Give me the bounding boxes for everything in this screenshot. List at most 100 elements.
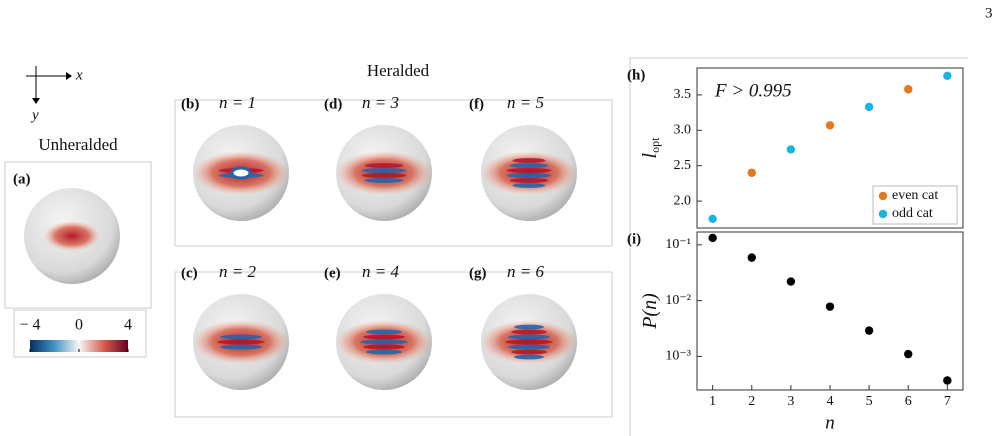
fringe (361, 173, 407, 178)
y-tick-label: 2.0 (674, 193, 692, 208)
colorbar-tick-label: 0 (75, 317, 83, 334)
panel-frame (4, 161, 152, 309)
wigner-pattern (336, 320, 432, 364)
legend-box (872, 185, 958, 225)
fringe (512, 183, 546, 188)
y-tick-label: 10⁻¹ (665, 237, 691, 252)
point (708, 214, 717, 223)
fringe (508, 334, 550, 340)
fringe (514, 324, 544, 330)
wigner-pattern (481, 320, 577, 364)
legend-label: even cat (892, 188, 938, 203)
fringe (364, 178, 404, 183)
point (825, 302, 835, 311)
panel-label: (g) (469, 265, 487, 281)
fringe (508, 344, 550, 350)
blob (336, 151, 432, 195)
x-tick-label: 6 (905, 394, 912, 409)
point (747, 168, 756, 177)
fringe (506, 168, 552, 173)
fringe (360, 339, 408, 345)
fringe (361, 168, 407, 173)
arrow-head (66, 72, 72, 80)
heralded-title: Heralded (367, 61, 430, 80)
panel-caption: n = 2 (219, 262, 256, 281)
wigner-pattern (193, 151, 289, 195)
panel-label: (c) (181, 265, 198, 281)
fringe (220, 344, 262, 350)
colorbar-tick-label: 4 (124, 317, 132, 334)
unheralded-title: Unheralded (38, 135, 118, 154)
panel-label: (d) (324, 96, 342, 112)
y-tick-label: 3.5 (674, 87, 692, 102)
point (904, 85, 913, 94)
annotation: F > 0.995 (714, 80, 792, 101)
fringe (509, 163, 549, 168)
fringe (512, 158, 546, 163)
x-tick-label: 1 (709, 394, 716, 409)
panel-label: (a) (13, 171, 31, 187)
point (747, 253, 756, 262)
fringe (511, 329, 547, 335)
panel-label: (e) (324, 265, 341, 281)
fringe (506, 173, 552, 178)
y-axis-title: P(n) (639, 293, 661, 330)
fringe (364, 163, 404, 168)
wigner-pattern (336, 151, 432, 195)
point (786, 145, 796, 154)
wigner-pattern (481, 151, 577, 195)
panel-caption: n = 5 (507, 93, 544, 112)
fringe (509, 178, 549, 183)
fringe (230, 166, 252, 180)
y-label: y (30, 107, 39, 123)
fringe (511, 349, 547, 355)
legend-marker (878, 209, 888, 219)
x-tick-label: 2 (748, 394, 755, 409)
x-tick-label: 5 (866, 394, 873, 409)
point (864, 102, 874, 112)
panel-frame (174, 271, 613, 418)
point (825, 121, 835, 130)
panel-label: (f) (469, 96, 484, 112)
page-number: 3 (985, 5, 993, 21)
point (904, 349, 913, 359)
panel-label: (b) (181, 96, 199, 112)
x-tick-label: 3 (787, 394, 794, 409)
x-axis-title: n (825, 412, 835, 433)
panel-caption: n = 3 (362, 93, 399, 112)
y-tick-label: 3.0 (674, 123, 692, 138)
y-axis-title: lopt (639, 137, 662, 159)
fringe (505, 339, 553, 345)
y-tick-label: 10⁻² (665, 293, 691, 308)
x-label: x (75, 67, 83, 83)
axes-hint: x y (26, 66, 83, 123)
colorbar (30, 340, 128, 352)
fringe (363, 344, 405, 350)
wigner-pattern (44, 221, 100, 251)
panel-caption: n = 4 (362, 262, 399, 281)
fringe (514, 354, 544, 360)
y-tick-label: 10⁻³ (665, 349, 691, 364)
x-tick-label: 4 (827, 394, 834, 409)
y-axis-title-main: P(n) (639, 293, 661, 330)
wigner-pattern (193, 320, 289, 364)
fringe (220, 334, 262, 340)
panel-frame (174, 99, 613, 247)
blob (481, 151, 577, 195)
panel-caption: n = 1 (219, 93, 256, 112)
legend-label: odd cat (892, 206, 933, 221)
point (864, 326, 874, 335)
y-axis-title-sub: opt (648, 137, 662, 153)
panel-caption: n = 6 (507, 262, 544, 281)
x-tick-label: 7 (944, 394, 951, 409)
fringe (366, 349, 402, 355)
point (943, 376, 952, 385)
plot-frame (696, 67, 964, 229)
colorbar-frame (13, 309, 147, 358)
panel-label: (h) (627, 67, 645, 83)
blob (44, 221, 100, 251)
fringe (363, 334, 405, 340)
point (708, 233, 717, 243)
point (943, 71, 952, 80)
